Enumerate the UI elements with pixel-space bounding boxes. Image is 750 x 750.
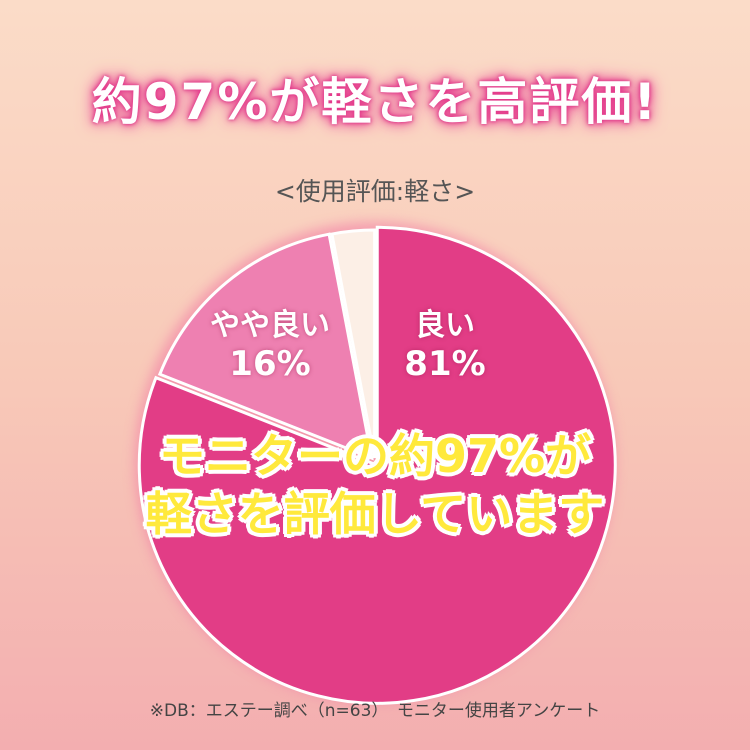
slice-label-good: 良い 81% bbox=[400, 300, 490, 384]
headline: 約97%が軽さを高評価! bbox=[91, 73, 659, 131]
slice-fairly-good bbox=[157, 232, 374, 461]
slice-label-fairly-good: やや良い 16% bbox=[205, 300, 335, 384]
overlay-line-1: モニターの約97%が bbox=[157, 428, 592, 485]
footer-note: ※DB：エステー調べ（n=63） モニター使用者アンケート bbox=[149, 701, 601, 721]
slice-other bbox=[330, 228, 377, 459]
slice-good bbox=[137, 225, 617, 705]
overlay-line-2: 軽さを評価しています bbox=[144, 486, 606, 543]
slice-value: 81% bbox=[404, 344, 486, 384]
chart-title: <使用評価:軽さ> bbox=[274, 177, 476, 206]
slice-value: 16% bbox=[229, 344, 311, 384]
slice-name: 良い bbox=[415, 308, 475, 343]
slice-name: やや良い bbox=[210, 308, 330, 343]
